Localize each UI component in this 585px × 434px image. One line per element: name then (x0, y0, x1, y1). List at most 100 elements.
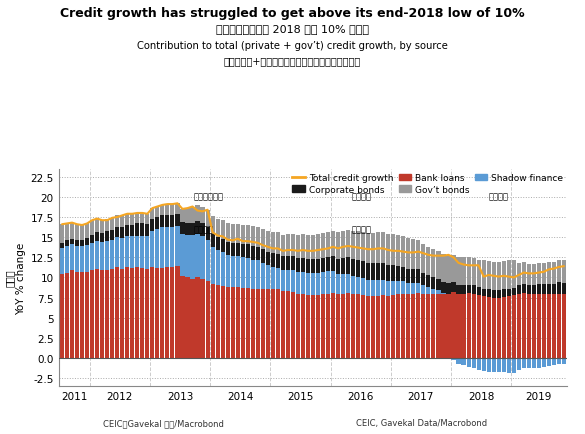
Bar (436, 251, 441, 279)
Bar (446, 283, 450, 294)
Bar (195, 205, 199, 221)
Text: 政府券券: 政府券券 (194, 225, 214, 233)
Bar (462, 258, 466, 285)
Bar (456, 294, 460, 358)
Bar (201, 237, 205, 279)
Bar (211, 217, 215, 234)
Bar (170, 204, 174, 215)
Bar (156, 217, 160, 230)
Bar (336, 259, 340, 275)
Bar (266, 252, 270, 266)
Bar (105, 220, 109, 232)
Bar (517, 294, 521, 358)
Bar (456, 358, 460, 364)
Bar (301, 259, 305, 272)
Bar (562, 358, 566, 364)
Bar (316, 273, 320, 296)
Bar (481, 289, 486, 296)
Bar (215, 250, 219, 286)
Bar (356, 232, 360, 260)
Bar (130, 226, 135, 237)
Text: CEIC、Gavekal 数据/Macrobond: CEIC、Gavekal 数据/Macrobond (104, 418, 224, 427)
Bar (351, 276, 355, 294)
Bar (75, 272, 79, 358)
Bar (90, 235, 94, 243)
Bar (145, 225, 149, 237)
Bar (406, 295, 411, 358)
Bar (411, 294, 415, 358)
Bar (386, 234, 390, 265)
Bar (85, 246, 89, 272)
Bar (436, 291, 441, 294)
Bar (105, 270, 109, 358)
Bar (466, 358, 470, 367)
Bar (266, 290, 270, 358)
Bar (401, 282, 405, 294)
Text: Contribution to total (private + gov’t) credit growth, by source: Contribution to total (private + gov’t) … (137, 41, 448, 51)
Bar (85, 238, 89, 246)
Bar (226, 243, 230, 255)
Bar (110, 230, 114, 240)
Bar (346, 258, 350, 275)
Bar (431, 250, 435, 278)
Bar (421, 286, 425, 294)
Bar (341, 259, 345, 275)
Bar (95, 270, 99, 358)
Bar (316, 259, 320, 273)
Bar (487, 358, 491, 372)
Bar (166, 204, 170, 215)
Bar (120, 269, 124, 358)
Bar (105, 232, 109, 242)
Bar (411, 239, 415, 270)
Bar (311, 235, 315, 259)
Bar (316, 234, 320, 259)
Bar (401, 294, 405, 358)
Bar (205, 281, 209, 358)
Bar (166, 227, 170, 267)
Bar (336, 275, 340, 295)
Bar (301, 272, 305, 295)
Bar (261, 230, 265, 250)
Bar (502, 290, 506, 297)
Bar (236, 225, 240, 243)
Bar (326, 233, 330, 258)
Bar (221, 252, 225, 286)
Bar (276, 268, 280, 290)
Bar (251, 226, 255, 247)
Bar (391, 296, 395, 358)
Bar (406, 269, 411, 283)
Bar (110, 269, 114, 358)
Bar (85, 224, 89, 238)
Text: CEIC, Gavekal Data/Macrobond: CEIC, Gavekal Data/Macrobond (356, 418, 487, 427)
Bar (386, 282, 390, 296)
Bar (417, 283, 421, 293)
Bar (366, 280, 370, 296)
Bar (166, 267, 170, 358)
Bar (376, 296, 380, 358)
Bar (442, 283, 446, 293)
Bar (526, 358, 531, 368)
Bar (537, 284, 541, 294)
Bar (341, 275, 345, 294)
Bar (115, 237, 119, 267)
Bar (185, 223, 190, 235)
Bar (60, 248, 64, 275)
Bar (326, 258, 330, 271)
Bar (532, 285, 536, 294)
Text: 影子金融: 影子金融 (351, 225, 371, 233)
Bar (446, 294, 450, 358)
Bar (135, 224, 139, 236)
Bar (562, 295, 566, 358)
Bar (226, 255, 230, 287)
Bar (487, 297, 491, 358)
Bar (170, 227, 174, 267)
Bar (542, 358, 546, 367)
Bar (366, 296, 370, 358)
Bar (180, 276, 184, 358)
Bar (221, 286, 225, 358)
Bar (401, 236, 405, 267)
Bar (215, 237, 219, 250)
Bar (537, 263, 541, 284)
Bar (296, 294, 300, 358)
Bar (472, 259, 476, 286)
